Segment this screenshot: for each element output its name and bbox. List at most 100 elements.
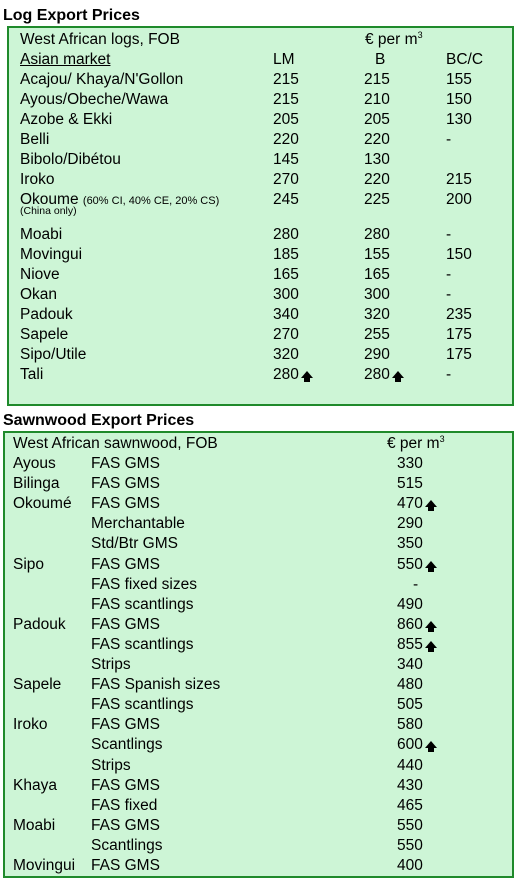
sawn-grade: FAS fixed sizes [91, 575, 197, 593]
sawn-species: Padouk [13, 615, 66, 633]
sawn-species: Okoumé [13, 495, 72, 513]
price-up-arrow-icon [424, 560, 437, 572]
price-b-value: 280 [364, 366, 390, 383]
sawn-price-value: 430 [397, 776, 423, 794]
sawn-grade: FAS GMS [91, 475, 160, 493]
asian-market-label: Asian market [20, 51, 111, 68]
sawn-price: 350 [397, 534, 447, 554]
price-lm: 300 [273, 285, 299, 305]
sawn-price: 330 [397, 454, 447, 474]
price-lm-value: 270 [273, 171, 299, 188]
sawn-grade: FAS GMS [91, 615, 160, 633]
log-header-unit: € per m3 [365, 29, 423, 48]
species-name: Movingui [20, 245, 82, 265]
price-lm-value: 320 [273, 346, 299, 363]
price-b-value: 130 [364, 151, 390, 168]
species-name: Iroko [20, 170, 54, 190]
sawn-grade: FAS GMS [91, 857, 160, 874]
sawn-price: 440 [397, 756, 447, 776]
price-b: 210 [364, 90, 390, 110]
sawn-price-value: 480 [397, 676, 423, 694]
sawn-grade: FAS scantlings [91, 595, 194, 613]
price-b-value: 225 [364, 191, 390, 208]
price-b: 300 [364, 285, 390, 305]
price-bcc: 150 [446, 91, 472, 108]
sawn-grade: Strips [91, 756, 131, 774]
species-name: Moabi [20, 225, 62, 245]
price-b: 205 [364, 110, 390, 130]
price-b: 220 [364, 170, 390, 190]
sawn-grade: Strips [91, 656, 131, 673]
species-name-text: Bibolo/Dibétou [20, 151, 121, 168]
sawn-price: 855 [397, 635, 447, 655]
sawn-price: 340 [397, 655, 447, 675]
species-name-text: Belli [20, 131, 50, 148]
price-b-value: 165 [364, 266, 390, 283]
sawn-section-title: Sawnwood Export Prices [3, 412, 195, 429]
price-lm-value: 215 [273, 91, 299, 108]
sawn-grade: FAS GMS [91, 716, 160, 734]
price-lm: 215 [273, 90, 299, 110]
species-name-text: Moabi [20, 226, 63, 243]
price-b-value: 320 [364, 306, 390, 323]
sawn-price-value: 470 [397, 495, 423, 513]
price-lm-value: 300 [273, 286, 299, 303]
species-note: (60% CI, 40% CE, 20% CS) [82, 195, 220, 207]
sawn-price: - [413, 575, 463, 595]
log-price-table: West African logs, FOB € per m3 Asian ma… [7, 26, 514, 406]
sawn-grade: FAS GMS [91, 816, 160, 834]
price-b-value: 205 [364, 111, 390, 128]
species-name-text: Okoume [20, 191, 79, 208]
sawn-grade: FAS GMS [91, 455, 160, 472]
species-name: Belli [20, 130, 49, 150]
sawn-price: 515 [397, 474, 447, 494]
price-lm: 145 [273, 150, 299, 170]
species-name: Acajou/ Khaya/N'Gollon [20, 70, 183, 90]
sawn-species: Khaya [13, 776, 57, 794]
price-b-value: 220 [364, 171, 390, 188]
price-b: 220 [364, 130, 390, 150]
price-lm: 340 [273, 305, 299, 325]
species-name: Ayous/Obeche/Wawa [20, 90, 168, 110]
sawn-species: Movingui [13, 857, 76, 874]
price-b: 280 [364, 225, 390, 245]
price-bcc: 130 [446, 111, 472, 128]
species-subnote: (China only) [20, 205, 77, 217]
price-lm: 280 [273, 225, 299, 245]
price-up-arrow-icon [300, 371, 313, 382]
species-name-text: Padouk [20, 306, 73, 323]
species-name: Okan [20, 285, 57, 305]
sawn-price-value: - [413, 575, 419, 593]
species-name: Padouk [20, 305, 73, 325]
price-up-arrow-icon [391, 371, 404, 382]
sawn-price: 290 [397, 514, 447, 534]
price-b-value: 280 [364, 226, 390, 243]
price-lm-value: 215 [273, 71, 299, 88]
sawn-price-value: 600 [397, 736, 423, 754]
price-bcc: 235 [446, 306, 472, 323]
price-b: 165 [364, 265, 390, 285]
log-header-left: West African logs, FOB [20, 31, 180, 48]
sawn-price-value: 550 [397, 555, 423, 573]
sawn-grade: Scantlings [91, 736, 163, 754]
price-b-value: 220 [364, 131, 390, 148]
price-lm-value: 245 [273, 191, 299, 208]
col-lm-header: LM [273, 51, 295, 68]
sawn-price-value: 290 [397, 515, 423, 533]
price-lm: 165 [273, 265, 299, 285]
price-lm-value: 145 [273, 151, 299, 168]
sawn-price-value: 490 [397, 595, 423, 613]
species-name-text: Ayous/Obeche/Wawa [20, 91, 169, 108]
species-name-text: Iroko [20, 171, 55, 188]
sawn-species: Sapele [13, 676, 62, 694]
sawn-price: 400 [397, 856, 447, 876]
sawn-price-value: 855 [397, 635, 423, 653]
price-b: 225 [364, 190, 390, 210]
log-section-title: Log Export Prices [3, 7, 140, 24]
price-lm: 270 [273, 170, 299, 190]
price-b: 280 [364, 365, 404, 385]
price-bcc: 200 [446, 191, 472, 208]
price-bcc: 215 [446, 171, 472, 188]
price-bcc: - [446, 266, 452, 283]
price-lm: 205 [273, 110, 299, 130]
